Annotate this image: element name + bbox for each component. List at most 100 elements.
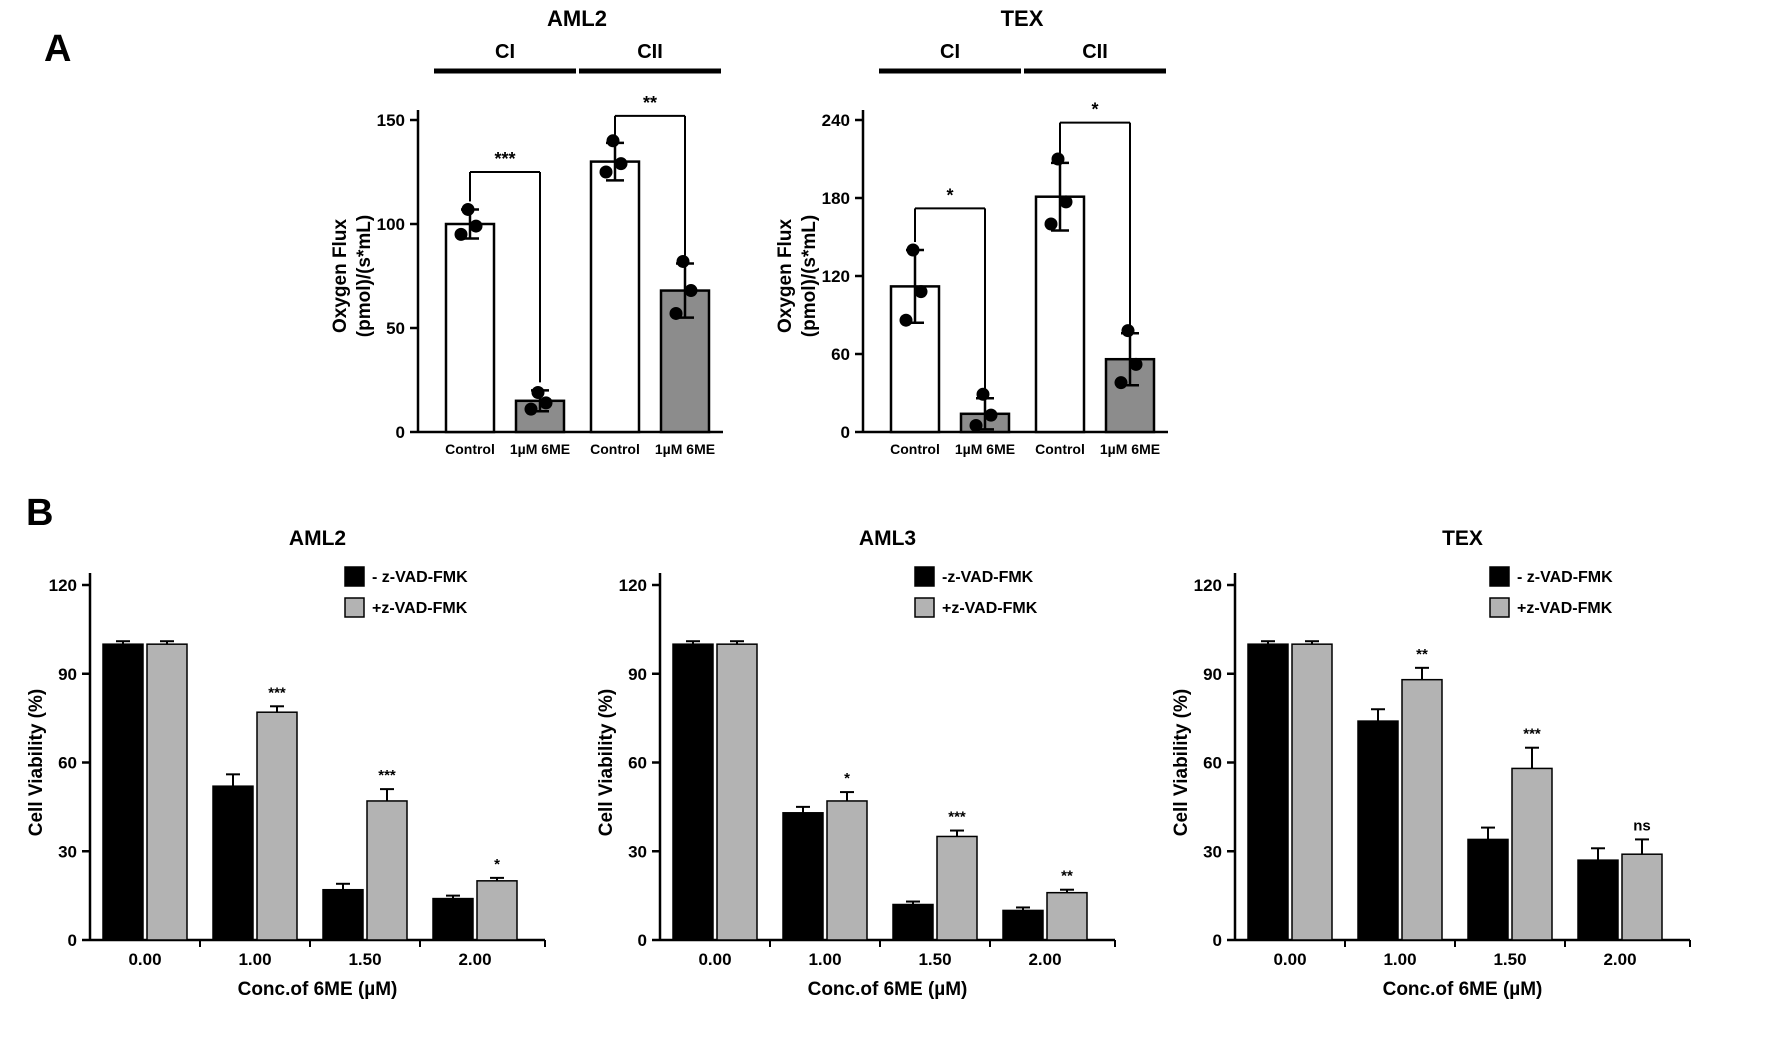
bar <box>1401 678 1443 941</box>
bar <box>1291 643 1333 941</box>
x-tick-label: 1.00 <box>1383 950 1416 969</box>
y-axis-title: (pmol)/(s*mL) <box>799 215 820 337</box>
legend-label: -z-VAD-FMK <box>942 569 1034 586</box>
chart-title: AML2 <box>547 6 607 31</box>
x-tick-label: 2.00 <box>458 950 491 969</box>
sig-label: ns <box>1633 817 1651 834</box>
bar <box>1002 909 1044 941</box>
legend-label: - z-VAD-FMK <box>1517 569 1613 586</box>
y-tick-label: 240 <box>822 111 850 130</box>
y-axis-title: Cell Viability (%) <box>26 689 47 836</box>
bar <box>432 897 474 941</box>
data-point <box>454 227 468 241</box>
y-tick-label: 60 <box>1203 754 1222 773</box>
bar <box>936 835 978 941</box>
legend-swatch <box>344 597 365 618</box>
y-tick-label: 90 <box>58 665 77 684</box>
sig-label: * <box>946 185 953 205</box>
data-point <box>684 284 698 298</box>
bar <box>256 711 298 941</box>
data-point <box>1044 217 1058 231</box>
x-tick-label: 1.50 <box>918 950 951 969</box>
data-point <box>906 243 920 257</box>
bar <box>1034 195 1086 434</box>
bar <box>1357 720 1399 941</box>
bar <box>782 812 824 941</box>
group-label: CII <box>637 41 663 63</box>
chart-title: TEX <box>1442 527 1483 550</box>
legend-swatch <box>914 597 935 618</box>
legend-swatch <box>344 566 365 587</box>
y-tick-label: 100 <box>377 215 405 234</box>
data-point <box>969 419 983 432</box>
y-axis-title: (pmol)/(s*mL) <box>354 215 375 337</box>
bar <box>322 888 364 941</box>
y-axis-title: Oxygen Flux <box>775 219 796 333</box>
data-point <box>1114 376 1128 390</box>
sig-label: * <box>1091 100 1098 120</box>
data-point <box>1051 152 1065 166</box>
bar <box>476 880 518 941</box>
chart-title: TEX <box>1001 6 1044 31</box>
y-tick-label: 60 <box>58 754 77 773</box>
group-label: CI <box>495 41 515 63</box>
x-category-label: Control <box>445 441 495 457</box>
sig-label: *** <box>948 809 966 826</box>
y-axis-title: Cell Viability (%) <box>1171 689 1192 836</box>
y-tick-label: 30 <box>628 842 647 861</box>
bar <box>1046 891 1088 941</box>
bar <box>1621 853 1663 941</box>
sig-label: * <box>844 770 850 787</box>
bar <box>1467 838 1509 941</box>
y-tick-label: 0 <box>396 423 405 442</box>
y-tick-label: 0 <box>638 931 647 950</box>
y-tick-label: 0 <box>1213 931 1222 950</box>
x-axis-title: Conc.of 6ME (µM) <box>238 979 398 1000</box>
panel-a-label: A <box>44 28 72 70</box>
y-tick-label: 120 <box>1194 576 1222 595</box>
bar <box>589 160 641 434</box>
legend-swatch <box>914 566 935 587</box>
sig-label: ** <box>1061 868 1073 885</box>
y-tick-label: 30 <box>58 842 77 861</box>
y-tick-label: 0 <box>841 423 850 442</box>
bar <box>102 643 144 941</box>
bar <box>672 643 714 941</box>
x-tick-label: 1.50 <box>1493 950 1526 969</box>
bar <box>1511 767 1553 941</box>
data-point <box>606 134 620 148</box>
bar <box>212 785 254 941</box>
data-point <box>539 396 553 410</box>
x-category-label: Control <box>590 441 640 457</box>
sig-label: ** <box>1416 646 1428 663</box>
x-tick-label: 0.00 <box>1273 950 1306 969</box>
bar <box>1247 643 1289 941</box>
x-tick-label: 2.00 <box>1603 950 1636 969</box>
x-category-label: Control <box>1035 441 1085 457</box>
x-category-label: 1µM 6ME <box>510 441 570 457</box>
sig-label: *** <box>268 684 286 701</box>
legend-label: +z-VAD-FMK <box>372 600 468 617</box>
x-axis-title: Conc.of 6ME (µM) <box>1383 979 1543 1000</box>
data-point <box>976 387 990 401</box>
sig-label: *** <box>1523 726 1541 743</box>
bar <box>716 643 758 941</box>
x-tick-label: 0.00 <box>128 950 161 969</box>
y-axis-title: Cell Viability (%) <box>596 689 617 836</box>
y-tick-label: 30 <box>1203 842 1222 861</box>
x-axis-title: Conc.of 6ME (µM) <box>808 979 968 1000</box>
sig-label: ** <box>643 93 657 113</box>
x-tick-label: 1.00 <box>238 950 271 969</box>
legend-swatch <box>1489 566 1510 587</box>
bar <box>1577 859 1619 941</box>
data-point <box>914 285 928 299</box>
chart-title: AML3 <box>859 527 916 550</box>
x-tick-label: 0.00 <box>698 950 731 969</box>
group-label: CI <box>940 41 960 63</box>
data-point <box>676 254 690 268</box>
data-point <box>614 157 628 171</box>
bar <box>366 800 408 941</box>
bar <box>826 800 868 941</box>
x-category-label: 1µM 6ME <box>1100 441 1160 457</box>
y-tick-label: 120 <box>822 267 850 286</box>
